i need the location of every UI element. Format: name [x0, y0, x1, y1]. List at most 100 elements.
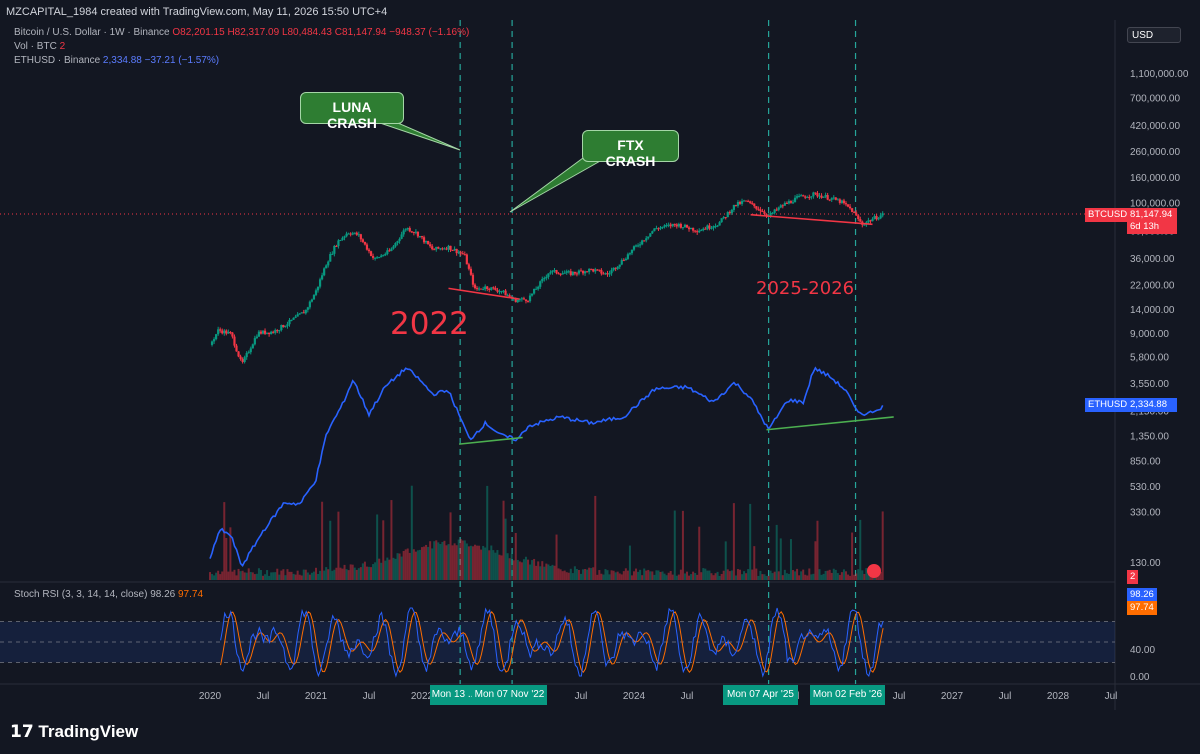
btc-candle — [673, 223, 676, 225]
volume-bar — [298, 574, 301, 580]
year-2025-2026-label[interactable]: 2025-2026 — [756, 278, 855, 299]
volume-bar — [531, 560, 534, 580]
volume-bar — [824, 570, 827, 580]
btc-candle — [288, 319, 291, 325]
volume-bar — [308, 574, 311, 580]
y-tick-label: 1,350.00 — [1130, 431, 1169, 442]
volume-bar — [736, 569, 739, 580]
volume-bar — [290, 571, 293, 580]
volume-bar — [361, 563, 364, 580]
btc-symbol-name[interactable]: Bitcoin / U.S. Dollar · 1W · Binance — [14, 27, 170, 38]
btc-candle — [588, 268, 591, 272]
ftx-crash-callout[interactable]: FTX CRASH — [582, 130, 679, 169]
btc-candle — [806, 197, 809, 199]
btc-candle — [761, 211, 764, 213]
stoch-d-value: 97.74 — [178, 589, 204, 600]
btc-candle — [881, 213, 884, 216]
btc-candle — [771, 212, 774, 214]
eth-change: −37.21 (−1.57%) — [144, 55, 220, 66]
btc-candle — [555, 270, 558, 274]
btc-candle — [518, 299, 521, 301]
volume-bar — [651, 571, 654, 580]
volume-bar — [624, 568, 627, 580]
btc-candle — [359, 234, 362, 240]
volume-bar — [857, 569, 860, 580]
volume-bar — [359, 567, 362, 580]
volume-bar — [229, 527, 232, 580]
volume-bar — [425, 544, 428, 580]
btc-candle — [736, 202, 740, 206]
year-2022-label[interactable]: 2022 — [390, 306, 469, 342]
btc-candle — [345, 233, 348, 237]
volume-bar — [245, 572, 248, 580]
volume-bar — [237, 568, 240, 580]
stoch-rsi-label[interactable]: Stoch RSI (3, 3, 14, 14, close) — [14, 589, 148, 600]
tradingview-logo[interactable]: 𝟭𝟳 TradingView — [10, 722, 138, 742]
volume-bar — [380, 562, 383, 580]
volume-bar — [643, 568, 646, 580]
luna-crash-callout[interactable]: LUNA CRASH — [300, 92, 404, 131]
btc-candle — [543, 278, 546, 280]
btc-candle — [310, 299, 314, 302]
volume-bar — [828, 569, 831, 580]
trendline — [459, 436, 523, 445]
btc-candle — [308, 301, 311, 308]
volume-bar — [451, 545, 454, 580]
btc-candle — [217, 329, 220, 335]
volume-bar — [453, 543, 456, 580]
btc-candle — [437, 246, 440, 249]
volume-bar — [504, 518, 507, 580]
volume-bar — [616, 571, 619, 580]
volume-bar — [378, 558, 381, 580]
btc-candle — [233, 336, 236, 346]
btc-candle — [728, 212, 731, 214]
volume-bar — [757, 575, 760, 580]
btc-candle — [312, 294, 316, 300]
volume-bar — [465, 543, 468, 580]
volume-bar — [325, 567, 328, 580]
y-tick-label: 330.00 — [1130, 508, 1161, 519]
volume-label[interactable]: Vol · BTC — [14, 41, 57, 52]
x-tick-label: 2020 — [199, 691, 222, 702]
btc-candle — [528, 295, 532, 302]
btc-candle — [237, 351, 240, 357]
volume-bar — [686, 571, 688, 580]
volume-bar — [694, 573, 697, 580]
btc-candle — [840, 200, 844, 203]
volume-bar — [251, 572, 254, 580]
volume-bar — [327, 569, 330, 580]
volume-bar — [427, 546, 430, 580]
btc-candle — [732, 204, 735, 210]
btc-candle — [227, 331, 230, 334]
eth-symbol-name[interactable]: ETHUSD · Binance — [14, 55, 101, 66]
x-tick-label: Jul — [893, 691, 906, 702]
btc-candle — [484, 286, 487, 290]
x-tick-label: Jul — [681, 691, 694, 702]
y-tick-label: 420,000.00 — [1130, 121, 1180, 132]
volume-bar — [622, 571, 625, 580]
stoch-tick-label: 40.00 — [1130, 645, 1155, 656]
volume-bar — [751, 569, 754, 580]
btc-candle — [463, 254, 466, 256]
btc-candle — [702, 228, 705, 231]
btc-candle — [549, 272, 552, 274]
btc-candle — [251, 344, 254, 349]
y-tick-label: 5,800.00 — [1130, 353, 1169, 364]
btc-candle — [789, 201, 793, 203]
btc-candle — [712, 226, 715, 228]
btc-candle — [820, 195, 823, 198]
volume-bar — [331, 570, 334, 580]
volume-bar — [541, 561, 544, 580]
volume-bar — [467, 546, 470, 580]
btc-candle — [321, 275, 324, 280]
volume-bar — [447, 544, 450, 580]
btc-candle — [808, 197, 811, 199]
volume-bar — [431, 548, 434, 580]
btc-candle — [520, 298, 523, 300]
btc-candle — [469, 268, 473, 275]
volume-bar — [563, 570, 566, 580]
btc-candle — [382, 255, 385, 257]
currency-selector[interactable]: USD — [1127, 27, 1181, 43]
volume-bar — [724, 541, 727, 580]
